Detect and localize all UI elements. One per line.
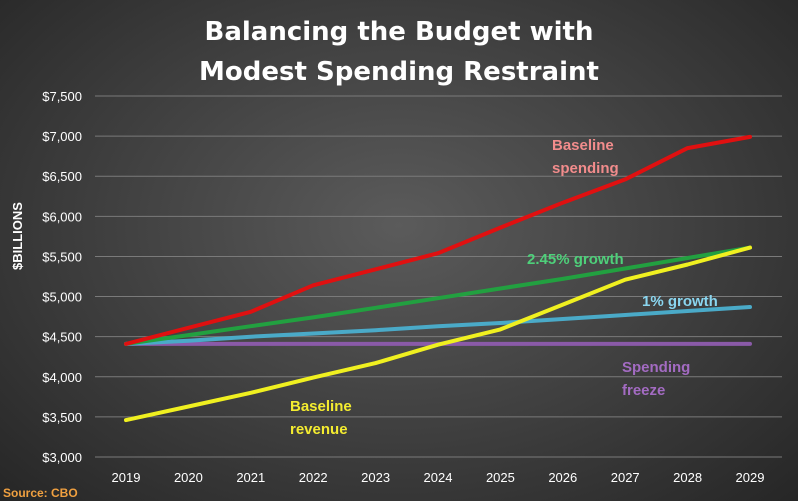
chart-title-line-1: Balancing the Budget with [205, 17, 594, 47]
series-label-baseline-spending: spending [552, 160, 619, 177]
x-axis-ticks: 2019 2020 2021 2022 2023 2024 2025 2026 2027 2028… [112, 470, 765, 485]
y-tick-label: $6,500 [42, 169, 82, 184]
x-tick-label: 2020 [174, 470, 203, 485]
y-axis-ticks: $3,000 $3,500 $4,000 $4,500 $5,000 $5,500 $6,0… [42, 89, 82, 465]
series-line-baseline-spending [124, 134, 752, 346]
series-label-baseline-spending: Baseline [552, 137, 614, 154]
source-note: Source: CBO [3, 486, 78, 500]
x-tick-label: 2022 [299, 470, 328, 485]
series-line-2-45-growth [124, 245, 752, 346]
series-lines [124, 134, 752, 423]
series-label-baseline-revenue: Baseline [290, 398, 352, 415]
series-labels: Baseline spending 2.45% growth 1% growth Spe… [290, 137, 718, 438]
y-tick-label: $4,000 [42, 370, 82, 385]
series-label-spending-freeze: Spending [622, 359, 690, 376]
y-tick-label: $4,500 [42, 330, 82, 345]
series-label-spending-freeze: freeze [622, 382, 665, 399]
x-tick-label: 2028 [673, 470, 702, 485]
x-tick-label: 2023 [361, 470, 390, 485]
y-tick-label: $5,500 [42, 249, 82, 264]
x-tick-label: 2025 [486, 470, 515, 485]
series-line-baseline-revenue [124, 245, 752, 423]
x-tick-label: 2021 [236, 470, 265, 485]
y-tick-label: $3,000 [42, 450, 82, 465]
x-tick-label: 2029 [736, 470, 765, 485]
chart-title-line-2: Modest Spending Restraint [199, 57, 599, 87]
y-tick-label: $7,000 [42, 129, 82, 144]
y-tick-label: $5,000 [42, 290, 82, 305]
chart-title: Balancing the Budget with Modest Spendin… [199, 17, 599, 87]
y-tick-label: $3,500 [42, 410, 82, 425]
x-tick-label: 2019 [112, 470, 141, 485]
x-tick-label: 2026 [548, 470, 577, 485]
series-label-2-45-growth: 2.45% growth [527, 251, 624, 268]
series-label-baseline-revenue: revenue [290, 421, 348, 438]
series-line-1-growth [124, 305, 752, 346]
x-tick-label: 2024 [424, 470, 453, 485]
x-tick-label: 2027 [611, 470, 640, 485]
y-axis-label: $BILLIONS [10, 202, 25, 270]
y-tick-label: $6,000 [42, 209, 82, 224]
series-label-1-growth: 1% growth [642, 293, 718, 310]
y-tick-label: $7,500 [42, 89, 82, 104]
